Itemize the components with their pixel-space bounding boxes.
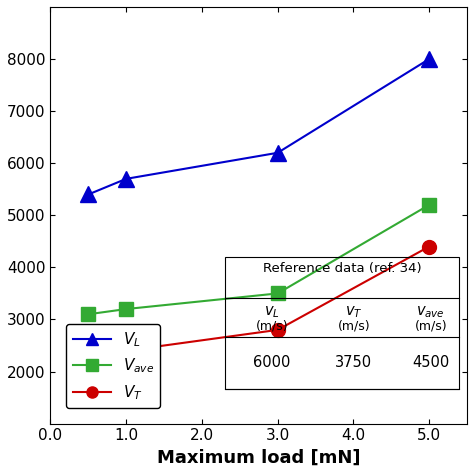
Legend: $\mathit{V}_L$, $\mathit{V}_{ave}$, $\mathit{V}_T$: $\mathit{V}_L$, $\mathit{V}_{ave}$, $\ma… xyxy=(66,324,160,408)
X-axis label: Maximum load [mN]: Maximum load [mN] xyxy=(157,449,361,467)
